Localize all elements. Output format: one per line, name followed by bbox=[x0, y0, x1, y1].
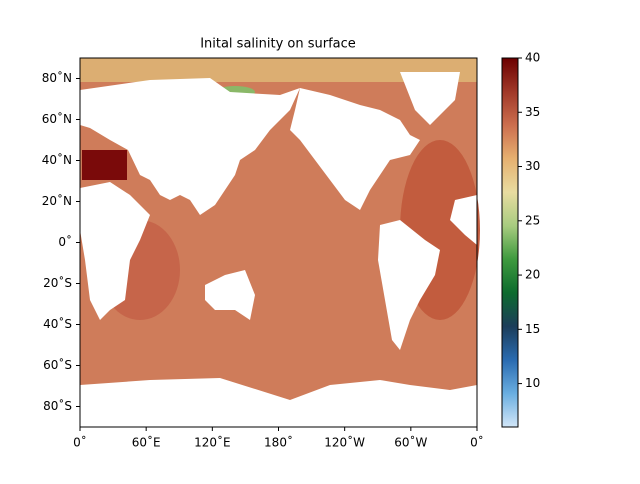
x-tick-label: 120˚W bbox=[324, 435, 365, 450]
y-tick-label: 60˚S bbox=[43, 357, 72, 372]
chart-title: Inital salinity on surface bbox=[200, 37, 356, 52]
land bbox=[80, 72, 477, 427]
colorbar-tick-label: 35 bbox=[525, 105, 540, 119]
x-tick-label: 60˚E bbox=[132, 435, 161, 450]
y-tick-label: 40˚N bbox=[42, 152, 72, 167]
colorbar-tick-label: 10 bbox=[525, 376, 540, 390]
x-tick-label: 60˚W bbox=[394, 435, 427, 450]
x-tick-label: 0˚ bbox=[470, 435, 484, 450]
x-tick-label: 0˚ bbox=[73, 435, 87, 450]
y-tick-label: 20˚N bbox=[42, 193, 72, 208]
colorbar-tick-label: 30 bbox=[525, 159, 540, 173]
map bbox=[80, 58, 480, 427]
colorbar bbox=[501, 57, 519, 428]
y-tick-label: 0˚ bbox=[58, 234, 72, 249]
y-tick-label: 80˚N bbox=[42, 70, 72, 85]
africa bbox=[80, 182, 150, 320]
y-tick-label: 40˚S bbox=[43, 316, 72, 331]
north-america bbox=[290, 88, 420, 210]
y-tick-label: 80˚S bbox=[43, 398, 72, 413]
y-tick-label: 60˚N bbox=[42, 111, 72, 126]
colorbar-tick-label: 15 bbox=[525, 322, 540, 336]
greenland bbox=[400, 72, 460, 125]
colorbar-tick-label: 20 bbox=[525, 268, 540, 282]
eurasia bbox=[80, 78, 300, 215]
colorbar-tick-label: 40 bbox=[525, 51, 540, 65]
colorbar-tick-label: 25 bbox=[525, 213, 540, 227]
australia bbox=[205, 270, 255, 320]
west-africa bbox=[450, 195, 477, 245]
mediterranean-sea bbox=[82, 150, 127, 180]
x-tick-label: 120˚E bbox=[194, 435, 231, 450]
south-america bbox=[378, 220, 440, 350]
antarctica bbox=[80, 378, 477, 427]
y-tick-label: 20˚S bbox=[43, 275, 72, 290]
x-tick-label: 180˚ bbox=[264, 435, 293, 450]
